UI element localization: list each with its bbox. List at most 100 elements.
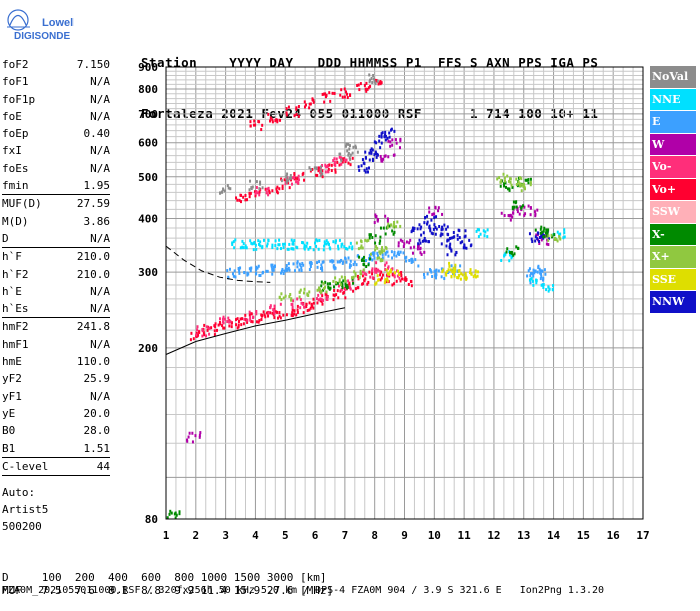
data-point xyxy=(306,241,309,245)
data-point xyxy=(389,144,392,148)
logo-circle xyxy=(7,9,29,31)
data-point xyxy=(267,311,270,315)
param-name: M(D) xyxy=(2,214,29,228)
data-point xyxy=(381,273,384,277)
data-point xyxy=(377,278,380,282)
data-point xyxy=(291,314,294,318)
data-point xyxy=(537,264,540,268)
data-point xyxy=(334,168,337,172)
data-point xyxy=(456,269,459,273)
data-point xyxy=(239,246,242,250)
data-point xyxy=(387,139,390,143)
data-point xyxy=(290,238,293,242)
data-point xyxy=(545,242,548,246)
data-point xyxy=(178,512,181,516)
data-point xyxy=(295,106,298,110)
data-point xyxy=(476,274,479,278)
data-point xyxy=(542,229,545,233)
data-point xyxy=(441,232,444,236)
data-point xyxy=(529,213,532,217)
param-separator xyxy=(2,317,110,319)
data-point xyxy=(528,232,531,236)
data-point xyxy=(369,252,372,256)
data-point xyxy=(348,281,351,285)
data-point xyxy=(510,183,513,187)
data-point xyxy=(360,244,363,248)
data-point xyxy=(504,252,507,256)
data-point xyxy=(347,161,350,165)
data-point xyxy=(221,317,224,321)
data-point xyxy=(323,244,326,248)
data-point xyxy=(377,268,380,272)
data-point xyxy=(500,258,503,262)
data-point xyxy=(427,240,430,244)
data-point xyxy=(308,261,311,265)
data-point xyxy=(386,136,389,140)
data-point xyxy=(362,282,365,286)
data-point xyxy=(242,322,245,326)
data-point xyxy=(509,177,512,181)
data-point xyxy=(441,227,444,231)
data-point xyxy=(511,215,514,219)
data-point xyxy=(283,269,286,273)
data-point xyxy=(380,81,383,85)
param-row: hmE 110.0 xyxy=(2,353,110,370)
data-point xyxy=(379,226,382,230)
chart-points xyxy=(166,73,566,520)
data-point xyxy=(236,198,239,202)
data-point xyxy=(237,320,240,324)
virtual-height-trace-dashed xyxy=(165,245,271,283)
data-point xyxy=(372,74,375,78)
data-point xyxy=(357,286,360,290)
data-point xyxy=(300,301,303,305)
data-point xyxy=(291,311,294,315)
data-point xyxy=(351,151,354,155)
data-point xyxy=(272,265,275,269)
data-point xyxy=(365,89,368,93)
data-point xyxy=(271,272,274,276)
data-point xyxy=(418,223,421,227)
data-point xyxy=(332,293,335,297)
data-point xyxy=(359,239,362,243)
data-point xyxy=(317,298,320,302)
data-point xyxy=(203,323,206,327)
x-tick-label: 17 xyxy=(636,529,649,542)
data-point xyxy=(352,145,355,149)
data-point xyxy=(297,178,300,182)
autoscaling-info: Auto: Artist5 500200 xyxy=(2,484,48,535)
data-point xyxy=(340,243,343,247)
data-point xyxy=(522,185,525,189)
data-point xyxy=(388,131,391,135)
data-point xyxy=(472,275,475,279)
data-point xyxy=(418,238,421,242)
data-point xyxy=(347,151,350,155)
data-point xyxy=(527,204,530,208)
param-value: N/A xyxy=(90,337,110,351)
data-point xyxy=(393,271,396,275)
data-point xyxy=(295,313,298,317)
data-point xyxy=(530,277,533,281)
param-name: foE xyxy=(2,109,22,123)
data-point xyxy=(515,200,518,204)
data-point xyxy=(288,242,291,246)
data-point xyxy=(378,134,381,138)
data-point xyxy=(532,268,535,272)
data-point xyxy=(260,317,263,321)
data-point xyxy=(371,269,374,273)
data-point xyxy=(386,274,389,278)
data-point xyxy=(267,314,270,318)
data-point xyxy=(508,188,511,192)
data-point xyxy=(503,254,506,258)
data-point xyxy=(387,254,390,258)
data-point xyxy=(393,129,396,133)
data-point xyxy=(547,234,550,238)
data-point xyxy=(210,326,213,330)
data-point xyxy=(232,240,235,244)
data-point xyxy=(404,276,407,280)
data-point xyxy=(503,179,506,183)
data-point xyxy=(358,276,361,280)
data-point xyxy=(434,232,437,236)
data-point xyxy=(374,150,377,154)
data-point xyxy=(435,227,438,231)
data-point xyxy=(263,313,266,317)
